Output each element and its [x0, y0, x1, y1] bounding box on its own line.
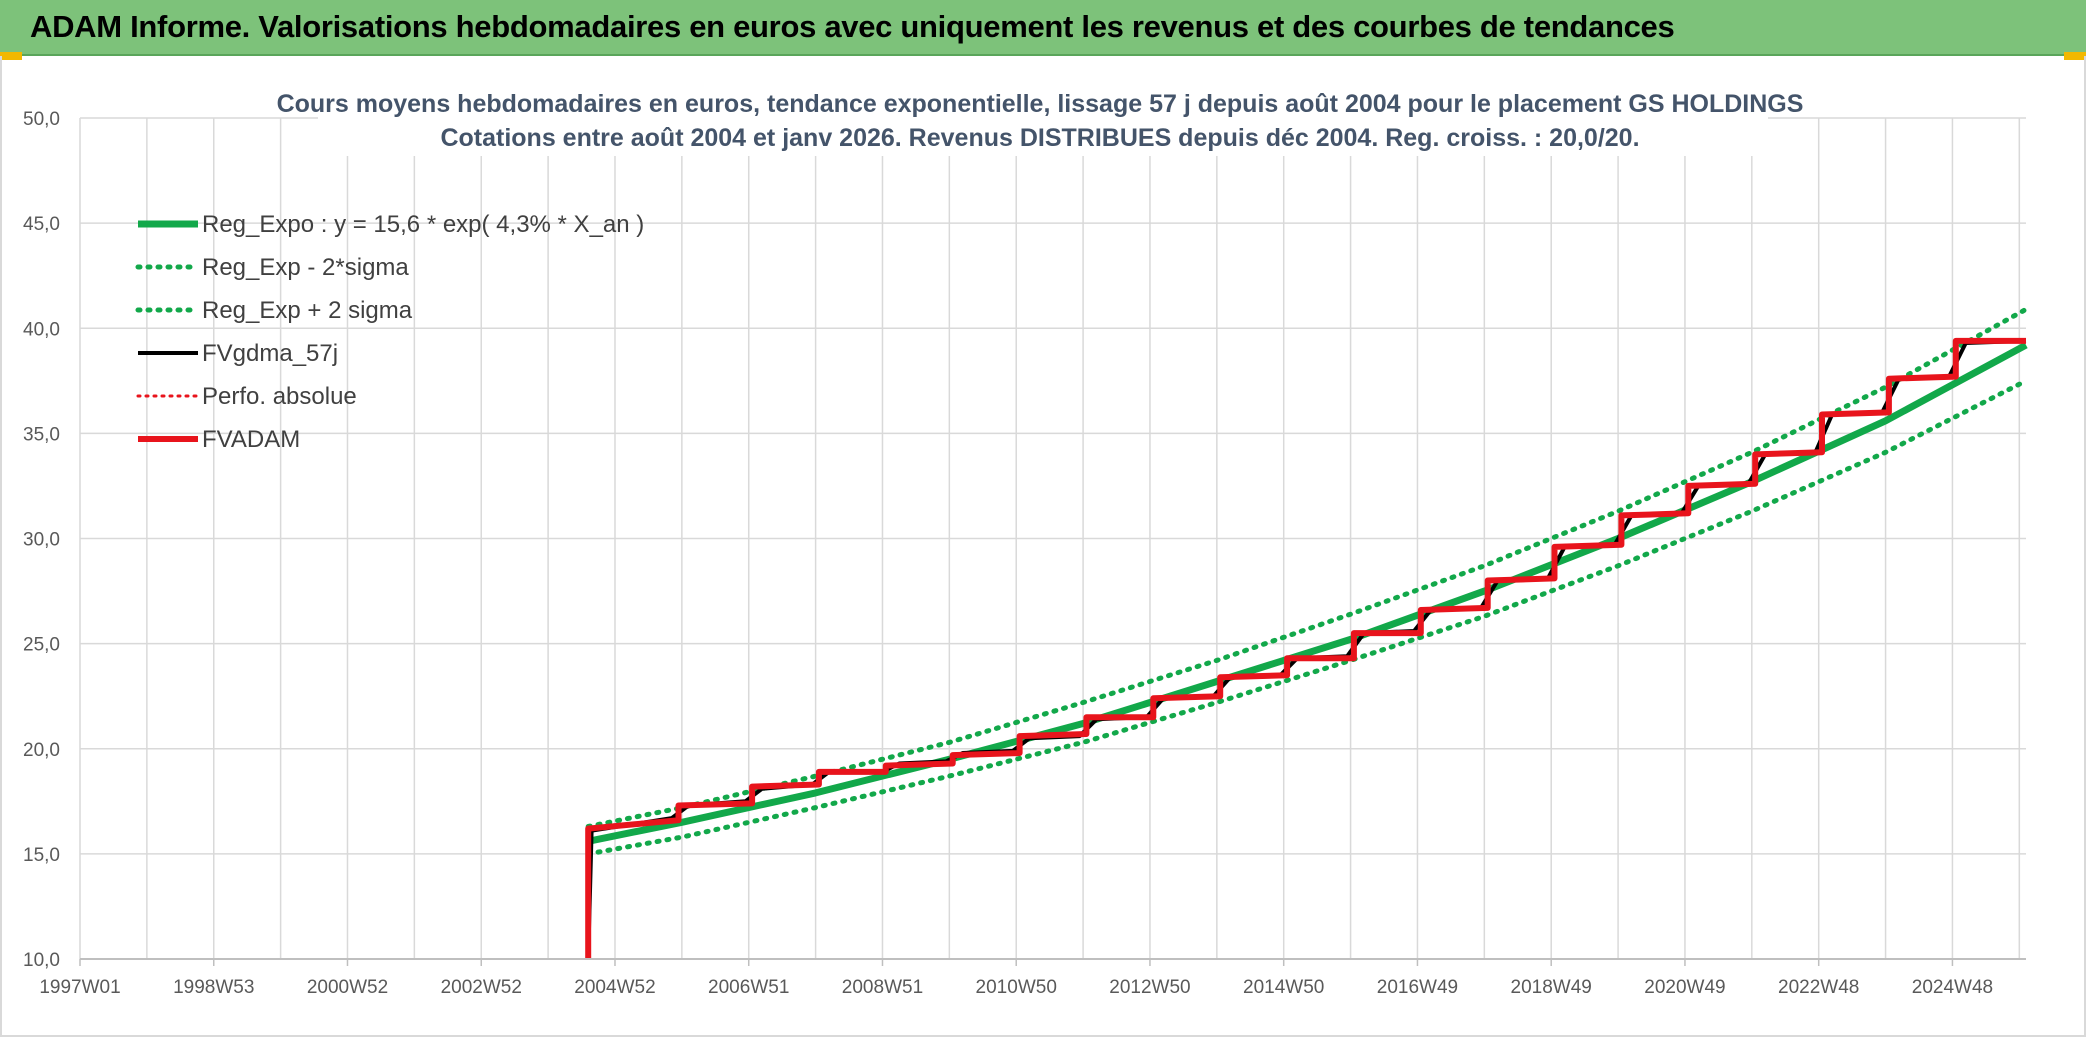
legend-label-2: Reg_Exp + 2 sigma [202, 297, 413, 324]
x-tick-label: 2008W51 [842, 977, 923, 998]
x-tick-label: 2024W48 [1912, 977, 1993, 998]
y-tick-label: 10,0 [23, 950, 60, 971]
y-tick-label: 45,0 [23, 214, 60, 235]
y-tick-label: 25,0 [23, 635, 60, 656]
x-tick-label: 2020W49 [1644, 977, 1725, 998]
chart-frame [0, 56, 2086, 1037]
chart-subtitle: Cotations entre août 2004 et janv 2026. … [440, 124, 1639, 152]
corner-mark-left [0, 52, 22, 60]
legend-label-5: FVADAM [202, 426, 300, 453]
y-tick-label: 35,0 [23, 424, 60, 445]
series-line-1 [585, 378, 2029, 857]
x-tick-label: 2006W51 [708, 977, 789, 998]
y-tick-label: 20,0 [23, 740, 60, 761]
line-chart: 10,0 15,0 20,0 25,0 30,0 35,0 40,0 45,0 50,0 1997… [23, 84, 2029, 998]
legend-label-4: Perfo. absolue [202, 383, 357, 410]
x-tick-label: 2016W49 [1377, 977, 1458, 998]
chart-title: Cours moyens hebdomadaires en euros, ten… [277, 90, 1804, 118]
legend-label-3: FVgdma_57j [202, 340, 338, 367]
legend-label-1: Reg_Exp - 2*sigma [202, 254, 409, 281]
x-tick-label: 2014W50 [1243, 977, 1324, 998]
x-tick-label: 2010W50 [976, 977, 1057, 998]
title-background [318, 84, 1768, 156]
corner-mark-right [2064, 52, 2086, 60]
header-bar: ADAM Informe. Valorisations hebdomadaire… [0, 0, 2086, 56]
x-tick-label: 2012W50 [1109, 977, 1190, 998]
axes-layer: 10,0 15,0 20,0 25,0 30,0 35,0 40,0 45,0 50,0 1997… [23, 109, 2026, 998]
legend-label-0: Reg_Expo : y = 15,6 * exp( 4,3% * X_an ) [202, 211, 644, 238]
y-tick-label: 15,0 [23, 845, 60, 866]
series-layer [585, 306, 2029, 960]
y-tick-label: 30,0 [23, 530, 60, 551]
series-line-2 [585, 306, 2029, 829]
x-tick-label: 1997W01 [39, 977, 120, 998]
x-tick-label: 2002W52 [441, 977, 522, 998]
x-tick-label: 2004W52 [574, 977, 655, 998]
y-tick-label: 50,0 [23, 109, 60, 130]
x-tick-label: 2018W49 [1511, 977, 1592, 998]
chart-legend: Reg_Expo : y = 15,6 * exp( 4,3% * X_an )… [135, 211, 644, 453]
report-title: ADAM Informe. Valorisations hebdomadaire… [30, 9, 1675, 44]
x-tick-label: 2000W52 [307, 977, 388, 998]
x-tick-label: 2022W48 [1778, 977, 1859, 998]
series-line-5 [585, 337, 2026, 959]
chart-grid [79, 117, 2026, 960]
x-tick-label: 1998W53 [173, 977, 254, 998]
y-tick-label: 40,0 [23, 319, 60, 340]
series-line-0 [587, 342, 2028, 845]
